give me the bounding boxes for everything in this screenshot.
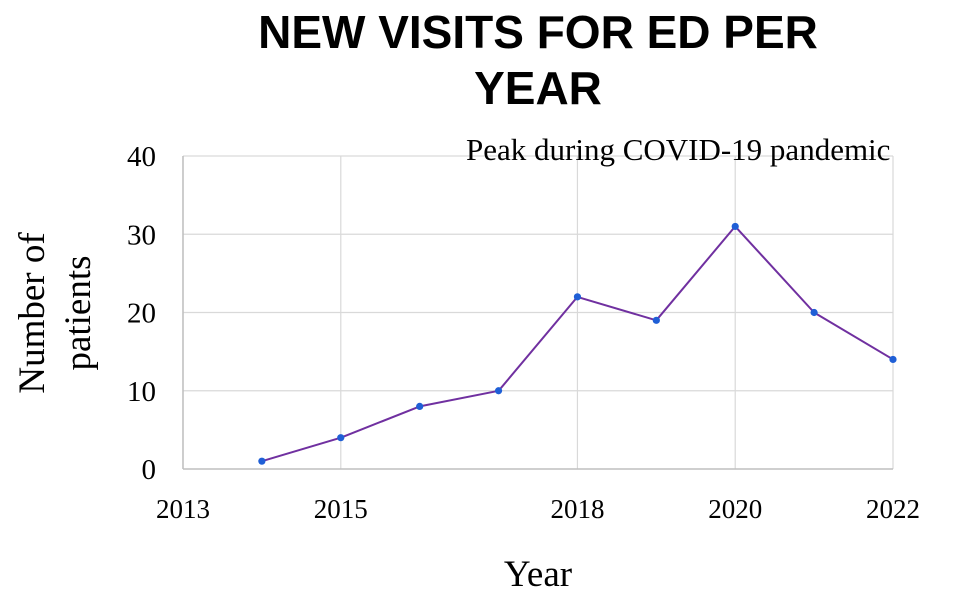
y-tick-label: 0	[142, 454, 157, 486]
data-point-marker	[810, 308, 818, 317]
x-tick-label: 2013	[156, 494, 210, 524]
y-tick-label: 40	[127, 141, 156, 173]
data-point-marker	[416, 402, 424, 410]
x-tick-labels: 2013 2015 2018 2020 2022	[156, 494, 920, 524]
chart-title-line-1: NEW VISITS FOR ED PER	[258, 6, 818, 58]
data-series	[258, 222, 897, 465]
y-tick-label: 30	[127, 219, 156, 251]
data-point-marker	[337, 434, 345, 442]
annotation-peak: Peak during COVID-19 pandemic	[466, 132, 890, 167]
x-tick-label: 2022	[866, 494, 920, 524]
x-tick-label: 2020	[708, 494, 762, 524]
y-tick-label: 20	[127, 298, 156, 330]
data-point-marker	[258, 457, 266, 465]
y-tick-labels: 0 10 20 30 40	[127, 141, 156, 486]
data-point-marker	[494, 387, 503, 395]
x-tick-label: 2018	[550, 494, 604, 524]
data-point-marker	[731, 222, 739, 231]
x-axis-label: Year	[504, 554, 572, 595]
data-point-marker	[889, 355, 897, 364]
axes	[182, 156, 893, 470]
chart-title-line-2: YEAR	[474, 62, 602, 114]
gridlines	[182, 155, 894, 469]
y-axis-label-line-2: patients	[58, 255, 99, 370]
data-point-marker	[652, 316, 660, 324]
data-point-marker	[573, 293, 582, 301]
y-tick-label: 10	[127, 376, 156, 408]
y-axis-label-line-1: Number of	[12, 232, 53, 394]
x-tick-label: 2015	[314, 494, 368, 524]
